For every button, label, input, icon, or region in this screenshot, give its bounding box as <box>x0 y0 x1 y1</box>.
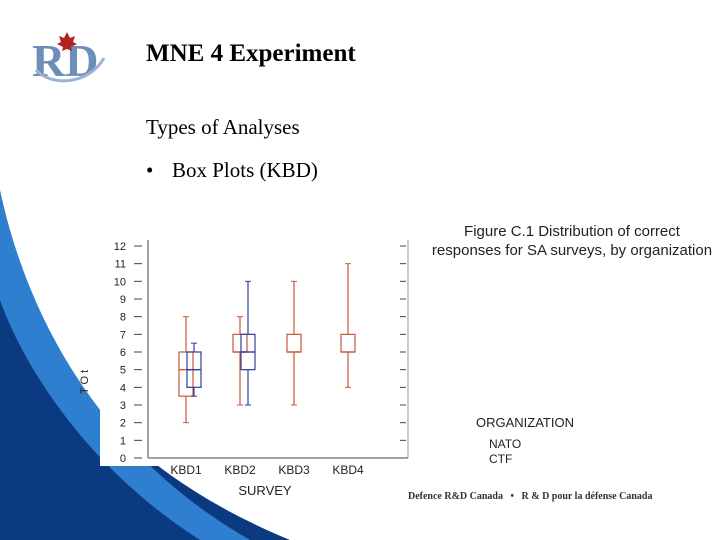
swoosh-light-band <box>0 190 250 540</box>
legend-entry-ctf: CTF <box>489 452 512 466</box>
x-tick-label-KBD4: KBD4 <box>332 463 364 477</box>
y-axis-label: T O t <box>79 370 91 394</box>
slide-subtitle: Types of Analyses <box>146 115 300 139</box>
x-tick-label-KBD1: KBD1 <box>170 463 202 477</box>
x-axis-label: SURVEY <box>238 483 292 498</box>
y-tick-label-12: 12 <box>114 241 126 253</box>
nato-kbd1-box <box>178 351 194 397</box>
bullet-item: • Box Plots (KBD) <box>146 158 318 183</box>
logo-maple-leaf <box>57 32 77 51</box>
bullet-dot: • <box>146 158 154 182</box>
y-tick-label-3: 3 <box>120 400 126 412</box>
y-tick-label-11: 11 <box>115 259 126 271</box>
legend-title: ORGANIZATION <box>476 415 574 430</box>
x-tick-label-KBD3: KBD3 <box>278 463 310 477</box>
y-tick-label-5: 5 <box>120 365 126 377</box>
y-tick-label-8: 8 <box>120 312 126 324</box>
y-tick-label-1: 1 <box>120 435 126 447</box>
y-tick-label-9: 9 <box>120 294 126 306</box>
y-tick-label-7: 7 <box>120 329 126 341</box>
x-tick-label-KBD2: KBD2 <box>224 463 256 477</box>
y-tick-label-6: 6 <box>120 347 126 359</box>
footer-separator: • <box>510 491 515 502</box>
y-tick-label-2: 2 <box>120 418 126 430</box>
slide-title: MNE 4 Experiment <box>146 40 356 67</box>
drdc-logo: RD <box>32 32 106 86</box>
y-tick-label-0: 0 <box>120 453 126 465</box>
bullet-text: Box Plots (KBD) <box>172 158 318 182</box>
figure-caption: Figure C.1 Distribution of correct respo… <box>431 223 713 259</box>
footer: Defence R&D Canada • R & D pour la défen… <box>408 491 652 502</box>
plot-background <box>100 238 412 466</box>
swoosh-dark-band <box>0 250 290 540</box>
y-tick-label-10: 10 <box>114 276 126 288</box>
footer-french: R & D pour la défense Canada <box>521 491 653 502</box>
logo-arc <box>34 57 106 83</box>
legend-entry-nato: NATO <box>489 437 521 451</box>
y-tick-label-4: 4 <box>120 382 126 394</box>
footer-english: Defence R&D Canada <box>408 491 503 502</box>
